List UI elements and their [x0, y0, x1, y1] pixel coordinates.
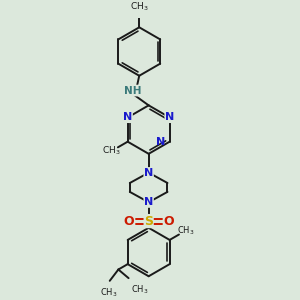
- Text: N: N: [144, 197, 153, 207]
- Text: N: N: [144, 168, 153, 178]
- Text: S: S: [144, 214, 153, 228]
- Text: N: N: [155, 137, 165, 147]
- Text: CH$_3$: CH$_3$: [177, 224, 195, 237]
- Text: N: N: [123, 112, 132, 122]
- Text: CH$_3$: CH$_3$: [131, 284, 149, 296]
- Text: CH$_3$: CH$_3$: [100, 287, 117, 299]
- Text: N: N: [165, 112, 174, 122]
- Text: O: O: [123, 214, 134, 228]
- Text: NH: NH: [124, 85, 142, 96]
- Text: O: O: [164, 214, 174, 228]
- Text: CH$_3$: CH$_3$: [102, 145, 121, 158]
- Text: CH$_3$: CH$_3$: [130, 1, 148, 13]
